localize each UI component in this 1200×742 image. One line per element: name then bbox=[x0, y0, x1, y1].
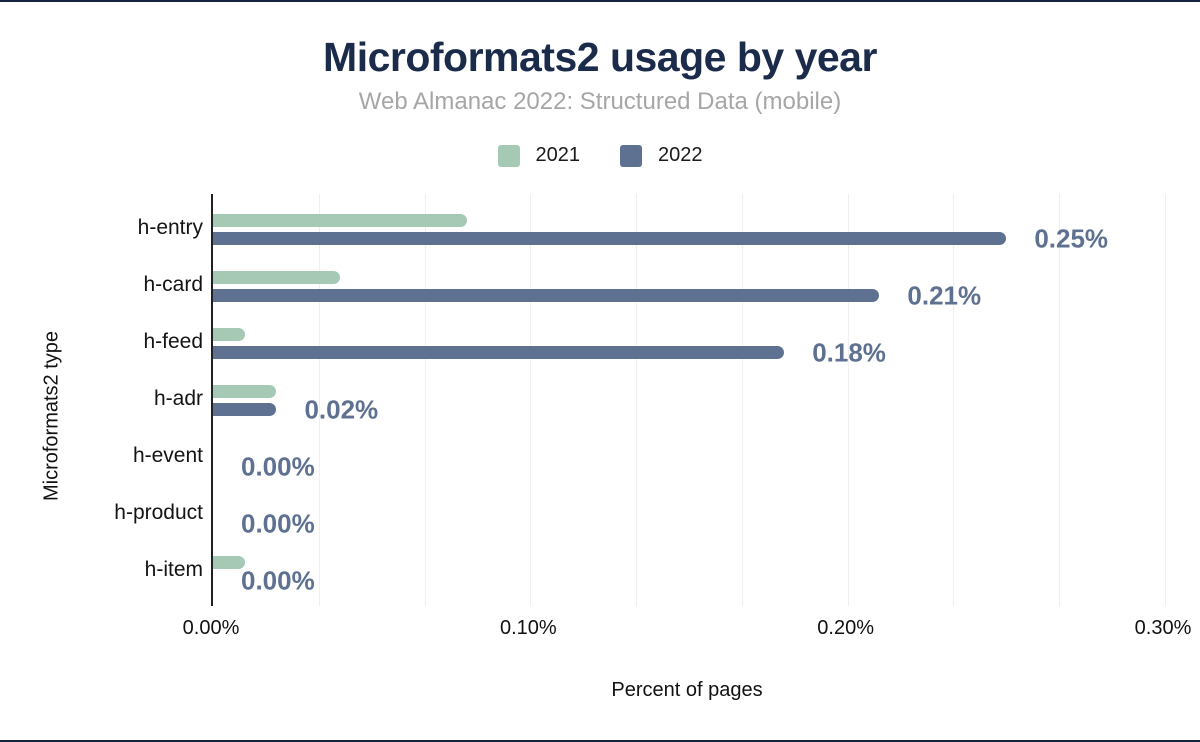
legend-swatch-2022-icon bbox=[620, 144, 642, 167]
legend: 2021 2022 bbox=[0, 144, 1200, 167]
chart-row-h-entry: h-entry 0.25% bbox=[138, 196, 1165, 254]
x-tick-0.10%: 0.10% bbox=[499, 617, 557, 639]
bar-2021-h-card[interactable] bbox=[213, 271, 340, 284]
value-label-h-event: 0.00% bbox=[241, 451, 315, 482]
gridline bbox=[424, 194, 426, 606]
top-border-line bbox=[0, 0, 1200, 2]
chart-row-h-item: h-item 0.00% bbox=[145, 538, 1165, 596]
category-label-h-item: h-item bbox=[144, 558, 203, 581]
legend-swatch-2021-icon bbox=[497, 144, 520, 167]
plot-area: h-entry 0.25% h-card 0.21% h-feed 0.18% h-adr 0… bbox=[114, 194, 1166, 606]
bar-2022-h-adr[interactable] bbox=[213, 403, 277, 416]
chart-row-h-event: h-event 0.00% bbox=[133, 424, 1165, 482]
category-label-h-event: h-event bbox=[132, 444, 203, 467]
category-label-h-card: h-card bbox=[143, 273, 203, 296]
bar-2021-h-adr[interactable] bbox=[213, 385, 277, 398]
gridline bbox=[1165, 194, 1166, 606]
chart-row-h-adr: h-adr 0.02% bbox=[154, 367, 1165, 425]
x-tick-0.20%: 0.20% bbox=[817, 617, 875, 639]
chart-row-h-feed: h-feed 0.18% bbox=[143, 310, 1165, 368]
chart-subtitle: Web Almanac 2022: Structured Data (mobil… bbox=[358, 88, 842, 115]
chart-title: Microformats2 usage by year bbox=[323, 34, 877, 80]
value-label-h-adr: 0.02% bbox=[304, 394, 379, 425]
category-label-h-adr: h-adr bbox=[153, 387, 203, 410]
bar-2021-h-entry[interactable] bbox=[213, 214, 467, 227]
bar-2022-h-card[interactable] bbox=[213, 289, 880, 302]
legend-item-2022[interactable]: 2022 bbox=[620, 144, 703, 167]
legend-label-2021: 2021 bbox=[535, 144, 581, 166]
gridline bbox=[318, 194, 320, 606]
bar-2022-h-feed[interactable] bbox=[213, 346, 785, 359]
category-label-h-entry: h-entry bbox=[137, 216, 203, 239]
value-label-h-entry: 0.25% bbox=[1034, 223, 1109, 254]
x-axis-tick-labels: 0.00% 0.10% 0.20% 0.30% bbox=[0, 617, 1200, 641]
gridline bbox=[847, 194, 849, 606]
chart-row-h-product: h-product 0.00% bbox=[114, 481, 1165, 539]
value-label-h-feed: 0.18% bbox=[812, 337, 886, 368]
x-tick-0.30%: 0.30% bbox=[1134, 617, 1192, 639]
bar-2022-h-entry[interactable] bbox=[213, 232, 1007, 245]
y-axis-title: Microformats2 type bbox=[40, 330, 63, 502]
x-tick-0.00%: 0.00% bbox=[182, 617, 240, 639]
gridline bbox=[741, 194, 743, 606]
category-label-h-feed: h-feed bbox=[143, 330, 203, 353]
value-label-h-item: 0.00% bbox=[241, 565, 315, 596]
gridline bbox=[530, 194, 532, 606]
bar-2021-h-item[interactable] bbox=[213, 556, 245, 569]
bottom-border-line bbox=[0, 740, 1200, 742]
legend-item-2021[interactable]: 2021 bbox=[497, 144, 581, 167]
legend-label-2022: 2022 bbox=[658, 144, 703, 166]
gridline bbox=[636, 194, 638, 606]
gridline bbox=[1059, 194, 1061, 606]
chart-row-h-card: h-card 0.21% bbox=[143, 253, 1165, 311]
bar-2021-h-feed[interactable] bbox=[213, 328, 245, 341]
value-label-h-product: 0.00% bbox=[241, 508, 315, 539]
value-label-h-card: 0.21% bbox=[907, 280, 982, 311]
x-axis-title: Percent of pages bbox=[611, 679, 763, 701]
category-label-h-product: h-product bbox=[114, 501, 203, 524]
gridline bbox=[953, 194, 955, 606]
